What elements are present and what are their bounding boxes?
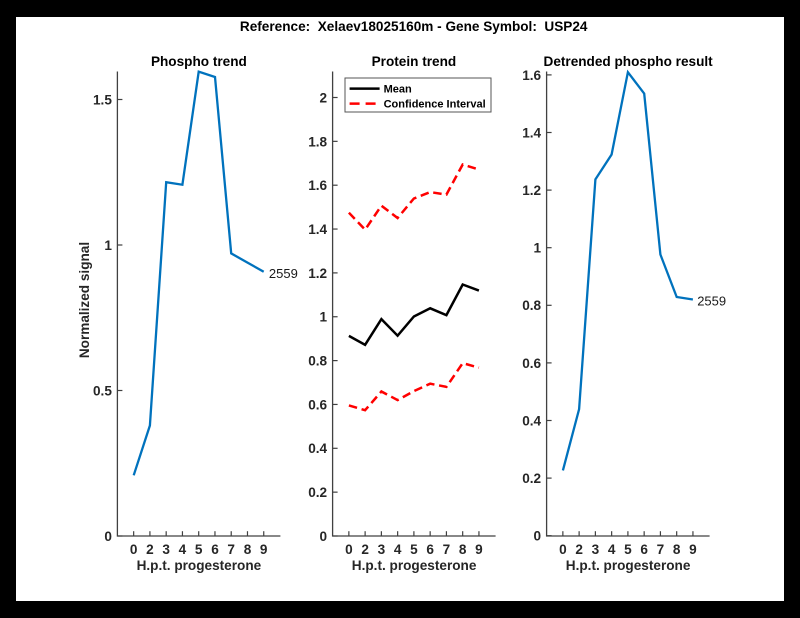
svg-text:7: 7 <box>443 542 451 557</box>
svg-text:1.4: 1.4 <box>522 125 541 140</box>
svg-text:4: 4 <box>608 542 616 557</box>
svg-text:1.5: 1.5 <box>93 92 112 107</box>
svg-text:0: 0 <box>130 542 138 557</box>
svg-text:0: 0 <box>320 529 328 544</box>
svg-text:Protein trend: Protein trend <box>372 54 457 69</box>
svg-text:9: 9 <box>475 542 483 557</box>
svg-text:9: 9 <box>689 542 697 557</box>
svg-text:Detrended phospho result: Detrended phospho result <box>544 54 714 69</box>
svg-text:5: 5 <box>195 542 203 557</box>
svg-text:0.2: 0.2 <box>522 471 541 486</box>
svg-text:0: 0 <box>559 542 567 557</box>
svg-text:7: 7 <box>657 542 665 557</box>
svg-text:2: 2 <box>361 542 369 557</box>
svg-text:H.p.t. progesterone: H.p.t. progesterone <box>137 558 262 573</box>
svg-text:3: 3 <box>592 542 600 557</box>
svg-text:2: 2 <box>146 542 154 557</box>
svg-text:Reference: Xelaev18025160m -: Reference: Xelaev18025160m - Gene Symbol… <box>240 19 588 34</box>
svg-text:1.6: 1.6 <box>308 178 327 193</box>
svg-text:0: 0 <box>534 529 542 544</box>
svg-text:0.5: 0.5 <box>93 383 112 398</box>
svg-text:Normalized signal: Normalized signal <box>77 242 92 358</box>
svg-text:H.p.t. progesterone: H.p.t. progesterone <box>566 558 691 573</box>
svg-text:4: 4 <box>394 542 402 557</box>
svg-text:8: 8 <box>244 542 252 557</box>
svg-text:1: 1 <box>320 310 328 325</box>
svg-text:6: 6 <box>211 542 219 557</box>
svg-text:2: 2 <box>320 90 328 105</box>
svg-text:0: 0 <box>345 542 353 557</box>
svg-text:1.2: 1.2 <box>308 266 327 281</box>
svg-text:0.6: 0.6 <box>308 397 327 412</box>
svg-text:1: 1 <box>534 241 542 256</box>
svg-text:2559: 2559 <box>697 293 726 308</box>
svg-text:Confidence Interval: Confidence Interval <box>384 99 486 111</box>
svg-text:1: 1 <box>104 238 112 253</box>
svg-text:0.8: 0.8 <box>522 298 541 313</box>
svg-text:1.2: 1.2 <box>522 183 541 198</box>
svg-text:H.p.t. progesterone: H.p.t. progesterone <box>352 558 477 573</box>
svg-text:5: 5 <box>410 542 418 557</box>
svg-text:6: 6 <box>426 542 434 557</box>
svg-text:2: 2 <box>575 542 583 557</box>
svg-text:1.4: 1.4 <box>308 222 327 237</box>
svg-text:0.6: 0.6 <box>522 356 541 371</box>
svg-text:0.4: 0.4 <box>308 441 327 456</box>
svg-text:Mean: Mean <box>384 84 412 96</box>
svg-text:1.6: 1.6 <box>522 68 541 83</box>
svg-text:0: 0 <box>104 529 112 544</box>
svg-text:0.8: 0.8 <box>308 354 327 369</box>
svg-text:4: 4 <box>179 542 187 557</box>
svg-text:0.4: 0.4 <box>522 413 541 428</box>
svg-text:7: 7 <box>227 542 235 557</box>
svg-text:Phospho trend: Phospho trend <box>151 54 247 69</box>
svg-text:2559: 2559 <box>269 266 298 281</box>
svg-text:9: 9 <box>260 542 268 557</box>
svg-text:8: 8 <box>459 542 467 557</box>
svg-text:3: 3 <box>378 542 386 557</box>
svg-text:0.2: 0.2 <box>308 485 327 500</box>
svg-text:3: 3 <box>162 542 170 557</box>
svg-text:6: 6 <box>640 542 648 557</box>
svg-text:5: 5 <box>624 542 632 557</box>
svg-text:8: 8 <box>673 542 681 557</box>
svg-text:1.8: 1.8 <box>308 134 327 149</box>
